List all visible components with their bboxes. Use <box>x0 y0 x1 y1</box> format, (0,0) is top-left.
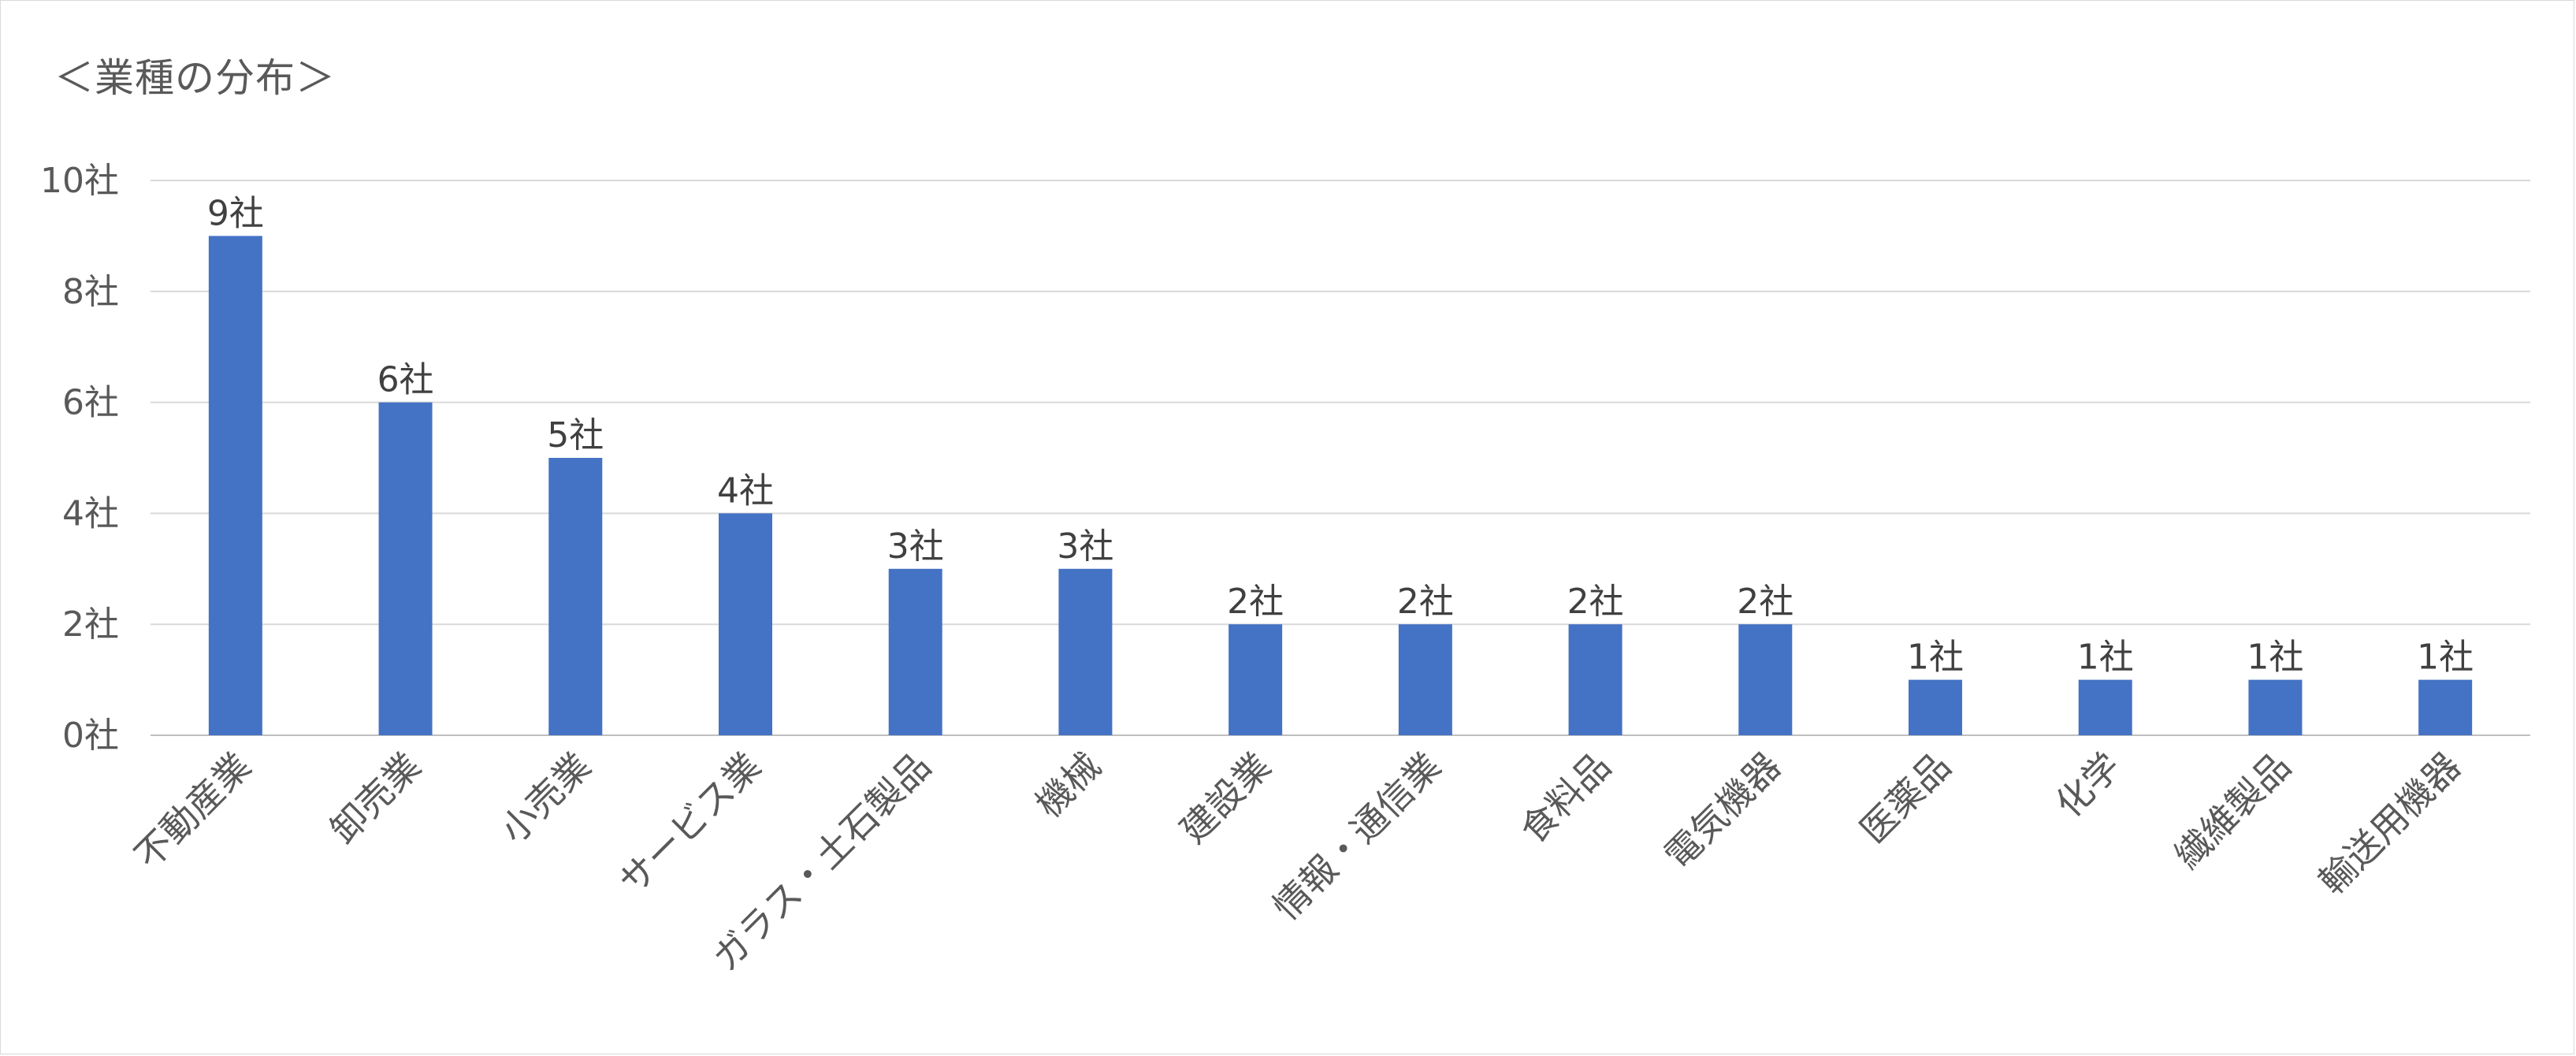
data-label: 2社 <box>1227 582 1284 622</box>
data-label: 1社 <box>1907 638 1964 678</box>
data-label: 2社 <box>1737 582 1794 622</box>
data-label: 2社 <box>1397 582 1454 622</box>
category-label: 小売業 <box>492 745 599 852</box>
data-label: 4社 <box>717 470 774 511</box>
category-label: 情報・通信業 <box>1265 745 1448 928</box>
category-label: 輸送用機器 <box>2310 745 2469 903</box>
bar <box>1398 624 1452 735</box>
data-label: 3社 <box>1057 526 1113 567</box>
y-tick-label: 4社 <box>62 493 119 534</box>
bar <box>208 236 262 735</box>
data-label: 1社 <box>2077 638 2134 678</box>
chart-title: ＜業種の分布＞ <box>54 55 336 101</box>
bar <box>1058 568 1113 735</box>
category-label: 医薬品 <box>1852 745 1959 852</box>
bar <box>888 568 942 735</box>
bars <box>208 236 2473 735</box>
y-tick-label: 0社 <box>62 716 119 756</box>
category-label: 機械 <box>1028 745 1109 826</box>
data-label: 6社 <box>377 360 434 400</box>
y-tick-label: 10社 <box>40 161 119 201</box>
category-label: 不動産業 <box>126 745 258 877</box>
bar <box>2418 679 2473 735</box>
gridlines <box>151 180 2530 736</box>
data-label: 1社 <box>2417 638 2474 678</box>
category-label: 建設業 <box>1172 745 1279 852</box>
category-label: サービス業 <box>611 745 769 903</box>
bar <box>548 458 603 735</box>
category-label: 電気機器 <box>1656 745 1789 877</box>
bar <box>1909 679 1962 735</box>
bar <box>1229 624 1283 735</box>
data-label: 3社 <box>887 526 944 567</box>
data-label: 5社 <box>547 415 604 455</box>
category-label: 繊維製品 <box>2166 745 2299 877</box>
data-label: 2社 <box>1567 582 1624 622</box>
bar <box>1738 624 1793 735</box>
data-labels: 9社 6社 5社 4社 3社 3社 2社 2社 2社 2社 1社 1社 1社 1社 <box>207 193 2474 677</box>
bar <box>2078 679 2132 735</box>
bar <box>2248 679 2303 735</box>
y-axis-tick-labels: 0社 2社 4社 6社 8社 10社 <box>40 161 119 756</box>
y-tick-label: 8社 <box>62 272 119 312</box>
data-label: 9社 <box>207 193 264 233</box>
category-label: 卸売業 <box>322 745 429 852</box>
bar <box>1568 624 1623 735</box>
category-label: 化学 <box>2047 745 2128 826</box>
bar <box>378 402 433 735</box>
category-label: 食料品 <box>1512 745 1619 852</box>
y-tick-label: 2社 <box>62 604 119 645</box>
y-tick-label: 6社 <box>62 383 119 423</box>
data-label: 1社 <box>2247 638 2303 678</box>
bar <box>719 513 772 735</box>
